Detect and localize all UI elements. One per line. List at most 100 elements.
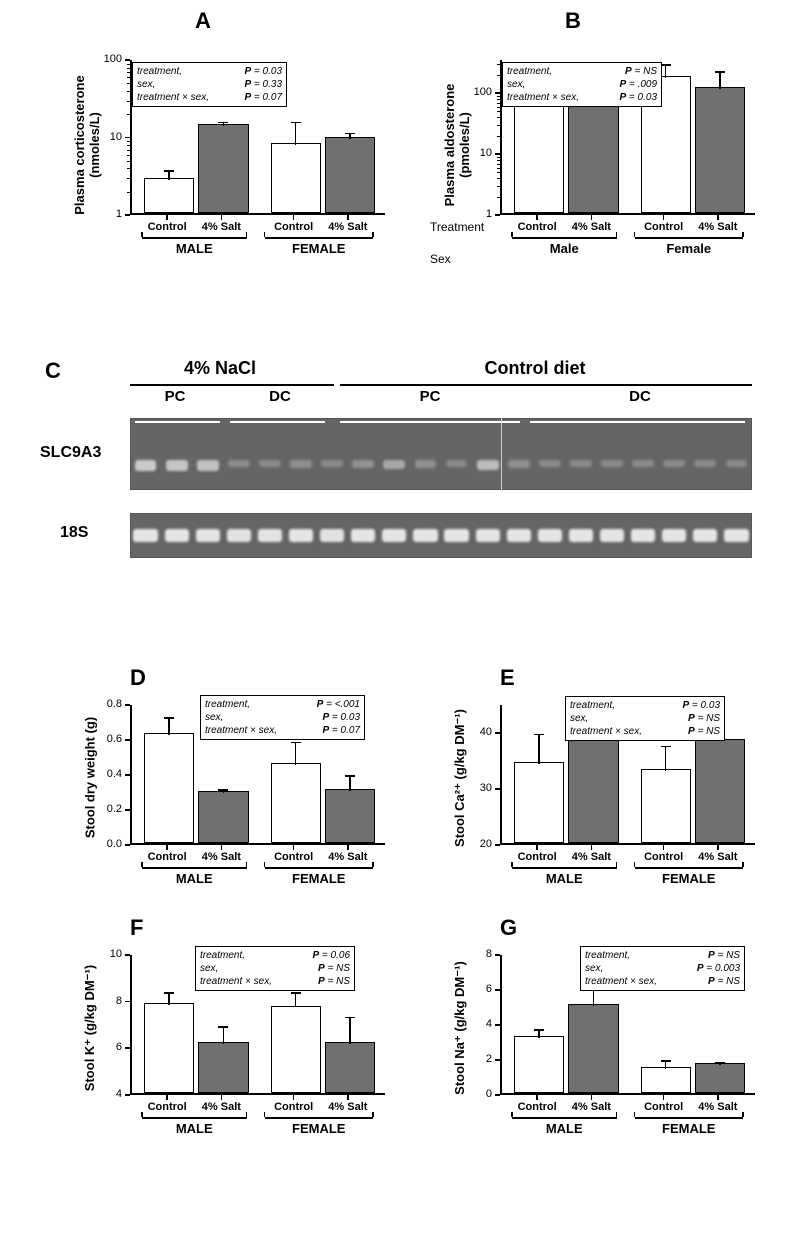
bar bbox=[325, 789, 375, 843]
error-cap bbox=[291, 122, 301, 124]
chart-b-stats: treatment,P = NS sex,P = .009 treatment … bbox=[502, 62, 662, 107]
group-tick bbox=[634, 1112, 636, 1117]
y-tick-label: 8 bbox=[92, 995, 122, 1007]
gel-sub-ul-2 bbox=[230, 421, 325, 423]
error-bar bbox=[665, 64, 667, 78]
chart-f-ylabel: Stool K⁺ (g/kg DM⁻¹) bbox=[82, 948, 98, 1108]
gel-band-18s bbox=[662, 529, 686, 542]
error-bar bbox=[719, 71, 721, 89]
y-tick-minor bbox=[127, 114, 130, 115]
y-tick-minor bbox=[497, 168, 500, 169]
error-bar bbox=[168, 717, 170, 735]
x-category-label: 4% Salt bbox=[193, 1101, 249, 1113]
error-cap bbox=[534, 734, 544, 736]
x-tick bbox=[221, 215, 223, 220]
bar bbox=[198, 124, 248, 213]
group-underline bbox=[635, 867, 744, 869]
error-cap bbox=[345, 775, 355, 777]
gel-band-18s bbox=[258, 529, 282, 542]
chart-f: Stool K⁺ (g/kg DM⁻¹) treatment,P = 0.06 … bbox=[55, 930, 405, 1160]
bar bbox=[198, 791, 248, 844]
chart-f-stats: treatment,P = 0.06 sex,P = NS treatment … bbox=[195, 946, 355, 991]
y-tick-minor bbox=[127, 83, 130, 84]
y-tick bbox=[125, 774, 130, 776]
bar bbox=[198, 1042, 248, 1093]
gel-band-18s bbox=[133, 529, 157, 542]
y-tick bbox=[495, 214, 500, 216]
gel-band-slc9a3 bbox=[415, 460, 437, 468]
gel-band-18s bbox=[507, 529, 531, 542]
gel-band-slc9a3 bbox=[477, 460, 499, 470]
error-cap bbox=[218, 789, 228, 791]
y-tick bbox=[495, 989, 500, 991]
x-category-label: 4% Salt bbox=[320, 221, 376, 233]
group-tick bbox=[634, 232, 636, 237]
x-tick bbox=[221, 1095, 223, 1100]
error-bar bbox=[168, 170, 170, 180]
y-tick-label: 0.8 bbox=[92, 698, 122, 710]
gel-sub-ul-1 bbox=[135, 421, 220, 423]
gel-band-slc9a3 bbox=[352, 460, 374, 468]
error-bar bbox=[295, 742, 297, 765]
x-category-label: 4% Salt bbox=[563, 1101, 619, 1113]
x-category-label: 4% Salt bbox=[563, 221, 619, 233]
gel-band-slc9a3 bbox=[135, 460, 157, 471]
y-tick-minor bbox=[497, 107, 500, 108]
y-tick-minor bbox=[127, 150, 130, 151]
group-label: FEMALE bbox=[265, 871, 374, 886]
gel-sub-ul-4 bbox=[530, 421, 745, 423]
bar bbox=[271, 143, 321, 213]
error-bar bbox=[538, 734, 540, 764]
gel-band-18s bbox=[724, 529, 748, 542]
y-tick-label: 6 bbox=[462, 983, 492, 995]
y-tick-label: 0 bbox=[462, 1088, 492, 1100]
y-tick-minor bbox=[127, 68, 130, 69]
y-tick-minor bbox=[497, 111, 500, 112]
gel-band-slc9a3 bbox=[508, 460, 530, 468]
y-tick bbox=[125, 954, 130, 956]
y-tick bbox=[495, 1024, 500, 1026]
y-tick bbox=[495, 732, 500, 734]
x-tick bbox=[536, 1095, 538, 1100]
group-underline bbox=[635, 1117, 744, 1119]
group-tick bbox=[264, 1112, 266, 1117]
bar bbox=[695, 1063, 745, 1093]
y-tick-label: 100 bbox=[462, 86, 492, 98]
gel-sub-pc2: PC bbox=[405, 388, 455, 405]
gel-label-18s: 18S bbox=[60, 524, 88, 542]
gel-band-18s bbox=[351, 529, 375, 542]
y-tick-minor bbox=[497, 75, 500, 76]
group-tick bbox=[141, 862, 143, 867]
gel-18s bbox=[130, 513, 752, 558]
x-tick bbox=[591, 1095, 593, 1100]
error-cap bbox=[345, 1017, 355, 1019]
group-tick bbox=[616, 862, 618, 867]
error-cap bbox=[715, 1062, 725, 1064]
error-cap bbox=[164, 170, 174, 172]
gel-band-slc9a3 bbox=[383, 460, 405, 469]
x-tick bbox=[221, 845, 223, 850]
group-label: MALE bbox=[142, 1121, 247, 1136]
y-tick bbox=[125, 137, 130, 139]
y-tick-label: 10 bbox=[92, 948, 122, 960]
gel-band-slc9a3 bbox=[321, 460, 343, 467]
error-cap bbox=[218, 1026, 228, 1028]
group-label: Female bbox=[635, 241, 744, 256]
y-tick-label: 0.6 bbox=[92, 733, 122, 745]
group-tick bbox=[372, 862, 374, 867]
x-category-label: Control bbox=[266, 221, 322, 233]
gel-band-slc9a3 bbox=[694, 460, 716, 467]
gel-sub-dc1: DC bbox=[255, 388, 305, 405]
x-tick bbox=[591, 215, 593, 220]
error-cap bbox=[164, 992, 174, 994]
group-tick bbox=[372, 232, 374, 237]
bar bbox=[144, 1003, 194, 1093]
gel-band-slc9a3 bbox=[166, 460, 188, 471]
error-bar bbox=[295, 122, 297, 145]
gel-band-slc9a3 bbox=[539, 460, 561, 467]
y-tick-minor bbox=[127, 91, 130, 92]
x-tick bbox=[717, 845, 719, 850]
error-cap bbox=[291, 992, 301, 994]
bar bbox=[695, 87, 745, 213]
bar bbox=[568, 91, 618, 213]
